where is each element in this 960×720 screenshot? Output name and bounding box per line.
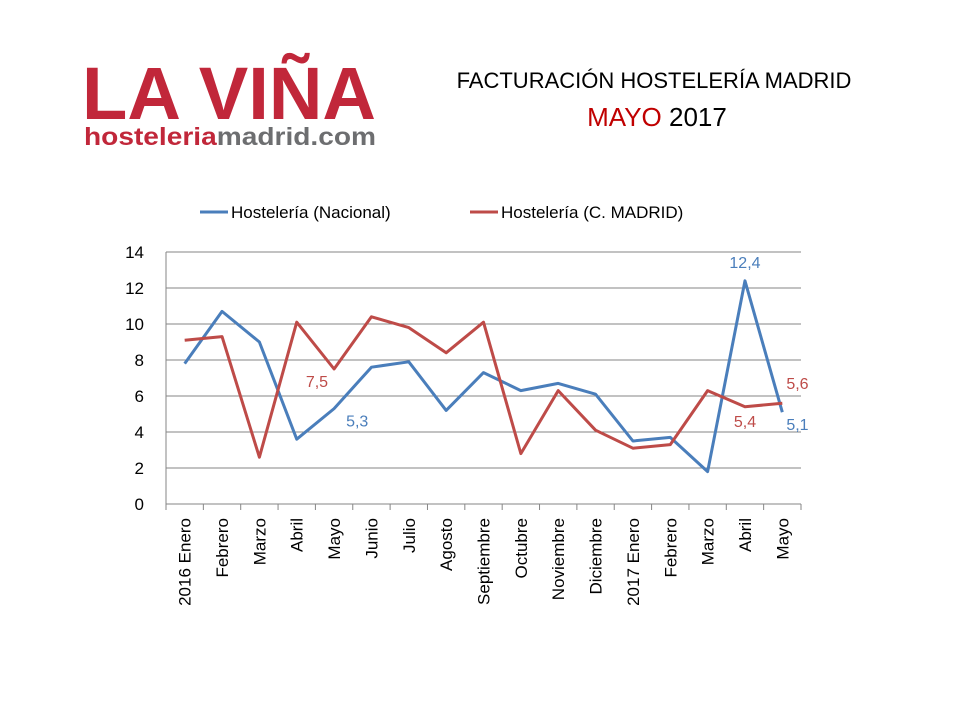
x-tick-label: 2016 Enero — [176, 518, 195, 606]
x-tick-label: Abril — [288, 518, 307, 552]
x-tick-label: Febrero — [661, 518, 680, 578]
x-tick-label: 2017 Enero — [624, 518, 643, 606]
chart-subtitle: MAYO 2017 — [587, 102, 727, 132]
x-tick-label: Marzo — [699, 518, 718, 565]
series-line — [183, 279, 784, 474]
x-tick-label: Diciembre — [587, 518, 606, 595]
subtitle-part: MAYO — [587, 102, 662, 132]
logo-name: LA VIÑA — [82, 52, 376, 135]
data-label: 5,1 — [786, 417, 808, 434]
y-tick-label: 2 — [135, 459, 144, 478]
data-label: 7,5 — [306, 374, 328, 391]
x-tick-label: Agosto — [437, 518, 456, 571]
x-tick-label: Junio — [362, 518, 381, 559]
x-tick-label: Mayo — [325, 518, 344, 560]
subtitle-part: 2017 — [669, 102, 727, 132]
legend-label: Hostelería (Nacional) — [231, 203, 391, 222]
data-label: 5,3 — [346, 414, 368, 431]
x-tick-label: Octubre — [512, 518, 531, 578]
data-label: 5,4 — [734, 414, 756, 431]
x-tick-label: Mayo — [773, 518, 792, 560]
y-tick-label: 0 — [135, 495, 144, 514]
chart-title: FACTURACIÓN HOSTELERÍA MADRID — [457, 68, 852, 93]
logo-site-part: hosteleria — [84, 123, 218, 151]
y-tick-label: 6 — [135, 387, 144, 406]
y-tick-label: 10 — [125, 315, 144, 334]
legend-label: Hostelería (C. MADRID) — [501, 203, 683, 222]
y-tick-label: 4 — [135, 423, 144, 442]
series-line — [184, 315, 783, 459]
x-tick-label: Abril — [736, 518, 755, 552]
y-tick-label: 14 — [125, 243, 144, 262]
x-tick-label: Marzo — [250, 518, 269, 565]
x-tick-label: Febrero — [213, 518, 232, 578]
x-tick-label: Julio — [400, 518, 419, 553]
y-tick-label: 8 — [135, 351, 144, 370]
logo-site: hosteleria madrid.com — [84, 123, 376, 151]
data-label: 12,4 — [729, 255, 760, 272]
y-tick-label: 12 — [125, 279, 144, 298]
logo-site-part: madrid.com — [217, 123, 376, 151]
x-tick-label: Septiembre — [475, 518, 494, 605]
data-label: 5,6 — [786, 376, 808, 393]
x-tick-label: Noviembre — [549, 518, 568, 600]
